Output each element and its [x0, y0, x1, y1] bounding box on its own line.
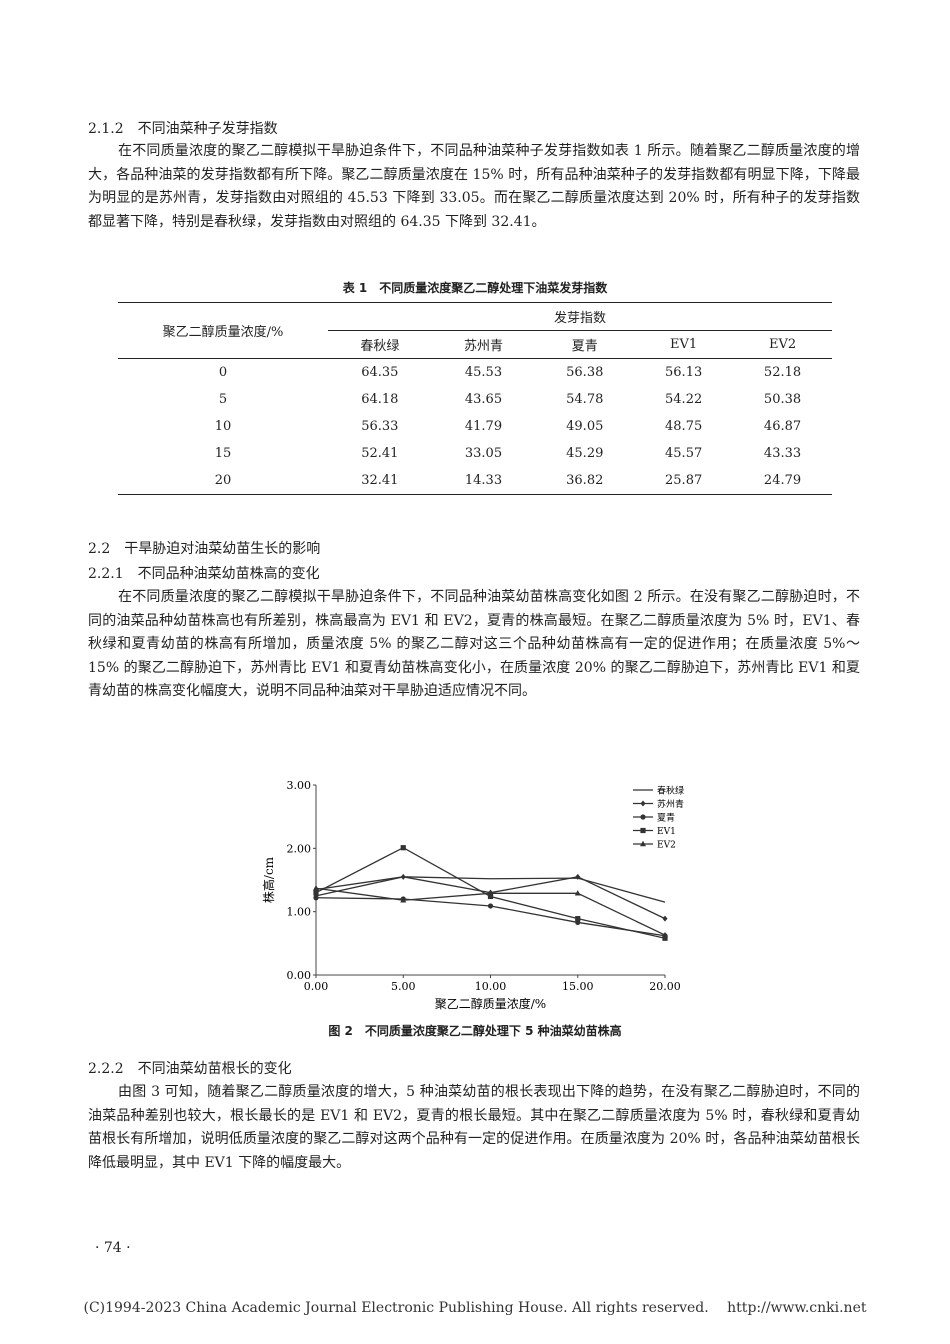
x-tick-label: 0.00 — [304, 980, 329, 993]
table-cell: 24.79 — [733, 467, 832, 495]
data-point — [662, 935, 668, 941]
x-tick-label: 20.00 — [649, 980, 681, 993]
x-tick-label: 10.00 — [475, 980, 507, 993]
data-point — [640, 814, 646, 820]
table-cell: 48.75 — [665, 419, 703, 434]
x-axis-label: 聚乙二醇质量浓度/% — [435, 996, 546, 1011]
table-cell: 10 — [214, 419, 232, 434]
data-point — [400, 845, 406, 851]
table-cell: 54.22 — [665, 392, 703, 407]
data-point — [313, 885, 319, 891]
table-cell: 5 — [218, 392, 228, 407]
data-point — [662, 915, 668, 922]
paragraph: 在不同质量浓度的聚乙二醇模拟干旱胁迫条件下，不同品种油菜幼苗株高变化如图 2 所… — [88, 589, 860, 700]
legend-label: EV1 — [657, 827, 676, 837]
copyright-footer: (C)1994-2023 China Academic Journal Elec… — [83, 1300, 867, 1316]
table-cell: 41.79 — [464, 419, 503, 434]
data-point — [640, 840, 646, 847]
column-header: 夏青 — [535, 330, 635, 359]
section-heading: 2.2.2 不同油菜幼苗根长的变化 — [88, 1061, 292, 1077]
y-tick-label: 3.00 — [287, 779, 312, 792]
paragraph: 由图 3 可知，随着聚乙二醇质量浓度的增大，5 种油菜幼苗的根长表现出下降的趋势… — [88, 1084, 860, 1171]
y-tick-label: 0.00 — [287, 969, 312, 982]
table-cell: 45.53 — [464, 365, 503, 380]
table-cell: 15 — [214, 446, 232, 461]
plant-height-chart: 0.00 1.00 2.00 3.00 0.00 5.00 10.00 15.00 20.00 聚… — [261, 779, 684, 1011]
y-tick-label: 2.00 — [287, 842, 312, 855]
table-cell: 43.33 — [763, 446, 802, 461]
section-heading: 2.2 干旱胁迫对油菜幼苗生长的影响 — [88, 541, 321, 557]
legend-label: 夏青 — [657, 812, 675, 824]
data-point — [487, 893, 494, 900]
data-point — [313, 890, 319, 896]
group-header: 发芽指数 — [328, 302, 832, 331]
data-point — [575, 873, 581, 880]
table-cell: 14.33 — [431, 467, 536, 495]
column-header: 春秋绿 — [328, 330, 432, 359]
table-cell: 25.87 — [634, 467, 734, 495]
section-heading: 2.1.2 不同油菜种子发芽指数 — [88, 121, 278, 137]
table-row: 10 56.33 41.79 49.05 48.75 46.87 — [118, 413, 832, 440]
data-point — [313, 895, 319, 901]
table-cell: 64.35 — [361, 365, 399, 380]
column-header: EV1 — [634, 330, 734, 359]
table-cell: 56.13 — [665, 365, 703, 380]
table-cell: 64.18 — [361, 392, 399, 407]
data-point — [575, 916, 581, 922]
table-cell: 49.05 — [566, 419, 604, 434]
table-cell: 45.29 — [566, 446, 604, 461]
table-cell: 45.57 — [665, 446, 703, 461]
column-header: 苏州青 — [431, 330, 536, 359]
figure-caption: 图 2 不同质量浓度聚乙二醇处理下 5 种油菜幼苗株高 — [328, 1024, 622, 1038]
data-point — [662, 931, 668, 938]
y-axis-label: 株高/cm — [261, 856, 276, 903]
data-point — [640, 827, 646, 834]
data-point — [640, 800, 646, 807]
section-heading: 2.2.1 不同品种油菜幼苗株高的变化 — [88, 566, 320, 582]
table-caption: 表 1 不同质量浓度聚乙二醇处理下油菜发芽指数 — [342, 281, 608, 295]
table-cell: 50.38 — [763, 392, 802, 407]
column-header: EV2 — [733, 330, 832, 359]
table-cell: 20 — [118, 467, 328, 495]
table-cell: 36.82 — [535, 467, 635, 495]
table-cell: 33.05 — [464, 446, 503, 461]
x-tick-label: 15.00 — [562, 980, 594, 993]
table-cell: 54.78 — [566, 392, 604, 407]
legend-label: EV2 — [657, 841, 676, 851]
data-point — [487, 903, 494, 909]
paragraph: 在不同质量浓度的聚乙二醇模拟干旱胁迫条件下，不同品种油菜种子发芽指数如表 1 所… — [88, 143, 860, 230]
table-cell: 0 — [218, 365, 228, 380]
data-point — [400, 897, 407, 903]
table-row: 0 64.35 45.53 56.38 56.13 52.18 — [118, 359, 832, 387]
table-cell: 46.87 — [763, 419, 802, 434]
table-cell: 32.41 — [328, 467, 432, 495]
series-line — [315, 876, 666, 903]
table-cell: 43.65 — [464, 392, 503, 407]
table-cell: 56.38 — [566, 365, 604, 380]
table-cell: 56.33 — [361, 419, 399, 434]
table-cell: 52.18 — [763, 365, 802, 380]
legend-label: 春秋绿 — [657, 785, 684, 797]
legend-label: 苏州青 — [657, 798, 684, 810]
y-tick-label: 1.00 — [287, 906, 312, 919]
table-row: 15 52.41 33.05 45.29 45.57 43.33 — [118, 440, 832, 467]
data-point — [400, 873, 406, 880]
row-header: 聚乙二醇质量浓度/% — [118, 302, 328, 359]
table-row: 20 32.41 14.33 36.82 25.87 24.79 — [118, 467, 832, 495]
x-tick-label: 5.00 — [391, 980, 416, 993]
table-row: 5 64.18 43.65 54.78 54.22 50.38 — [118, 386, 832, 413]
data-point — [487, 890, 494, 896]
germination-table: 聚乙二醇质量浓度/% 发芽指数 春秋绿 苏州青 夏青 EV1 EV2 0 64.35 45.53 5… — [118, 302, 832, 495]
page-number: · 74 · — [95, 1240, 131, 1256]
data-point — [574, 890, 581, 896]
table-cell: 52.41 — [361, 446, 399, 461]
